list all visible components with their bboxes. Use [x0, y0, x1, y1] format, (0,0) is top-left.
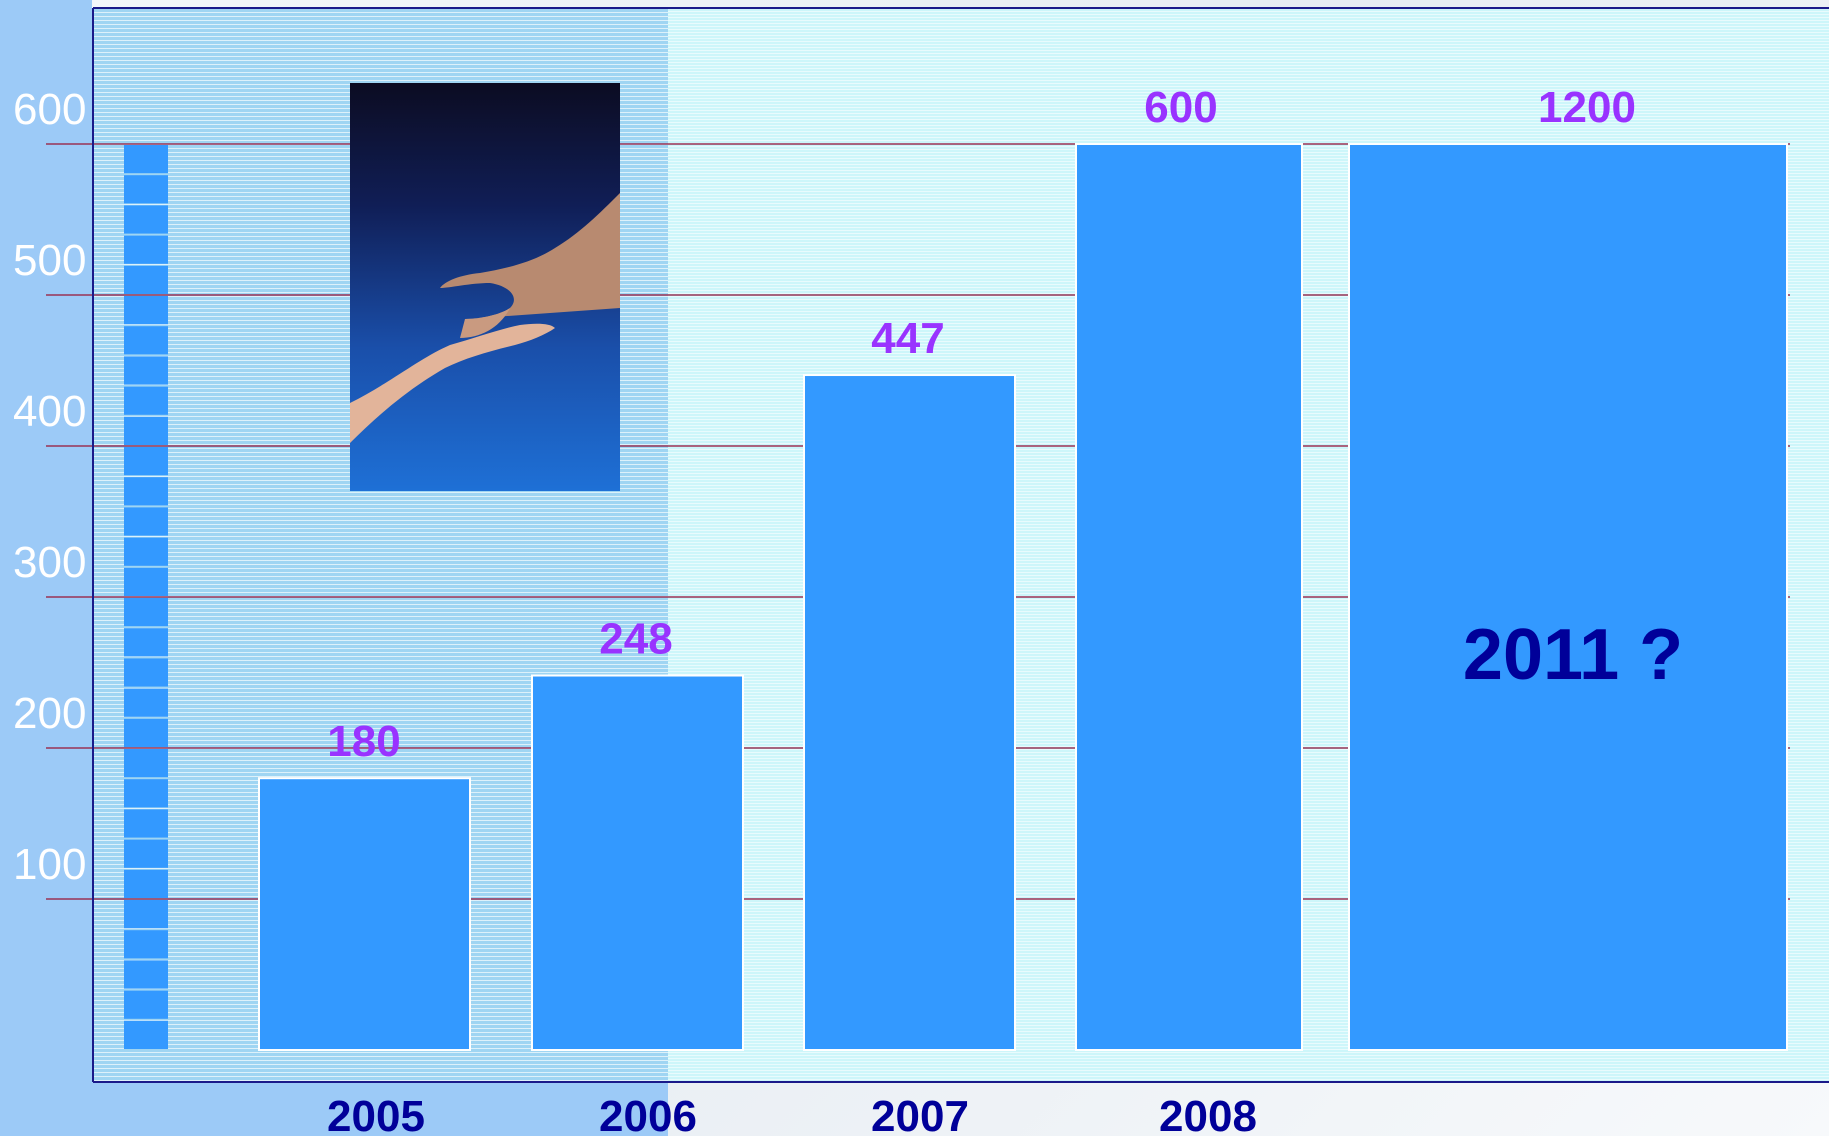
bar-2005 [258, 777, 471, 1051]
data-label: 248 [599, 615, 672, 664]
data-label: 447 [871, 314, 944, 363]
scale-segment [124, 658, 168, 687]
left-band [0, 0, 92, 1136]
y-tick-label: 500 [13, 236, 86, 285]
scale-segment [124, 296, 168, 325]
y-tick-label: 600 [13, 85, 86, 134]
y-tick-label: 400 [13, 387, 86, 436]
bar-2007 [803, 374, 1016, 1051]
scale-segment [124, 507, 168, 536]
scale-segment [124, 628, 168, 657]
scale-segment [124, 749, 168, 778]
bar-2006 [531, 674, 744, 1052]
scale-segment [124, 930, 168, 959]
scale-segment [124, 416, 168, 445]
data-label: 1200 [1538, 83, 1636, 132]
scale-segment [124, 598, 168, 627]
scale-segment [124, 477, 168, 506]
scale-ladder [124, 145, 168, 1049]
bar-2008 [1075, 143, 1303, 1051]
scale-segment [124, 900, 168, 929]
scale-segment [124, 356, 168, 385]
lower-left-panel [92, 1082, 668, 1136]
x-tick-label: 2005 [327, 1092, 425, 1136]
scale-segment [124, 205, 168, 234]
scale-segment [124, 1020, 168, 1049]
scale-segment [124, 537, 168, 566]
scale-segment [124, 779, 168, 808]
bars [258, 143, 1788, 1052]
scale-segment [124, 869, 168, 898]
scale-segment [124, 567, 168, 596]
x-tick-label: 2007 [871, 1092, 969, 1136]
axes [92, 7, 1829, 1083]
x-tick-label: 2006 [599, 1092, 697, 1136]
scale-segment [124, 839, 168, 868]
scale-segment [124, 265, 168, 294]
scale-segment [124, 718, 168, 747]
y-tick-label: 300 [13, 538, 86, 587]
scale-segment [124, 447, 168, 476]
labels: 100 200 300 400 500 600 180 2005 248 2006 447 2007 6… [13, 83, 1683, 1136]
scale-segment [124, 809, 168, 838]
scale-segment [124, 688, 168, 717]
scale-segment [124, 235, 168, 264]
hands-reaching-photo [350, 83, 620, 491]
forecast-label: 2011 ? [1463, 615, 1683, 695]
scale-segment [124, 175, 168, 204]
scale-segment [124, 386, 168, 415]
scale-segment [124, 960, 168, 989]
scale-segment [124, 990, 168, 1019]
data-label: 600 [1144, 83, 1217, 132]
x-tick-label: 2008 [1159, 1092, 1257, 1136]
y-tick-label: 100 [13, 840, 86, 889]
scale-segment [124, 145, 168, 174]
data-label: 180 [327, 717, 400, 766]
scale-segment [124, 326, 168, 355]
bar-forecast [1348, 143, 1788, 1051]
y-tick-label: 200 [13, 689, 86, 738]
